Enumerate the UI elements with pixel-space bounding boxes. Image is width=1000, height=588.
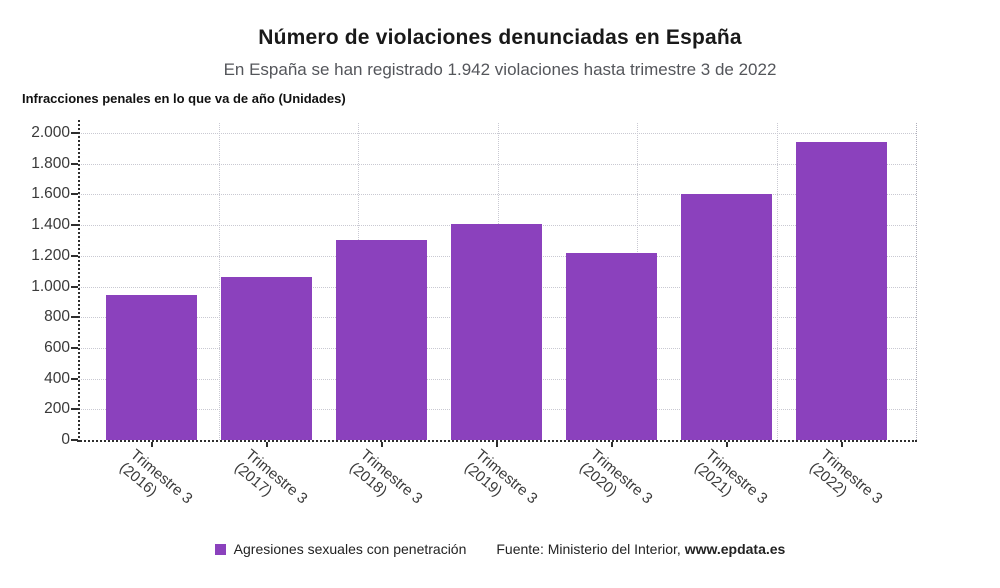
y-tick-mark [71,377,78,380]
y-tick-mark [71,346,78,349]
bar-trimestre-3-2016- [106,294,197,440]
chart-title: Número de violaciones denunciadas en Esp… [258,26,742,49]
y-tick-mark [71,316,78,319]
x-axis-label: Trimestre 3 (2022) [806,446,903,507]
x-axis-label-text: Trimestre 3 (2018) [345,446,426,508]
x-axis-label-text: Trimestre 3 (2020) [575,446,656,508]
x-tick-mark [150,442,153,447]
x-axis-label-text: Trimestre 3 (2019) [460,446,541,508]
x-gridline [218,123,220,440]
x-tick-mark [380,442,383,447]
x-axis-label: Trimestre 3 (2016) [116,446,213,507]
y-axis-tick-label: 1.800 [31,154,70,172]
bar-trimestre-3-2018- [336,240,427,440]
y-tick-mark [71,132,78,134]
x-tick-mark [265,442,268,447]
x-axis-label: Trimestre 3 (2019) [461,446,558,507]
x-tick-mark [725,442,728,447]
x-axis-label: Trimestre 3 (2021) [691,446,788,507]
chart-subtitle: En España se han registrado 1.942 violac… [223,60,777,79]
x-axis-label-text: Trimestre 3 (2022) [805,446,886,508]
y-axis-tick-label: 1.400 [31,216,70,234]
y-tick-mark [71,285,78,288]
source-prefix: Fuente: Ministerio del Interior, [496,541,685,557]
source-text: Fuente: Ministerio del Interior, www.epd… [496,541,785,557]
y-axis-units-label: Infracciones penales en lo que va de año… [22,91,346,106]
y-tick-mark [71,408,78,411]
y-axis-tick-label: 200 [44,400,70,418]
y-axis-tick-label: 400 [44,369,70,387]
x-axis-label-text: Trimestre 3 (2021) [690,446,771,508]
x-axis-label-text: Trimestre 3 (2017) [230,446,311,508]
x-tick-mark [610,442,613,447]
bar-trimestre-3-2019- [451,224,542,440]
y-axis-tick-label: 1.000 [31,277,70,295]
bar-trimestre-3-2022- [796,141,887,440]
y-axis-tick-label: 1.600 [31,185,70,203]
x-axis-label: Trimestre 3 (2018) [346,446,443,507]
y-axis-tick-label: 800 [44,308,70,326]
x-axis-label: Trimestre 3 (2020) [576,446,673,507]
bar-trimestre-3-2020- [566,252,657,440]
x-tick-mark [840,442,843,447]
y-axis-tick-label: 0 [61,431,70,448]
y-axis-tick-label: 1.200 [31,246,70,264]
x-gridline [916,123,917,440]
y-axis-line [78,120,80,442]
y-axis-tick-label: 2.000 [31,124,70,141]
x-axis-label: Trimestre 3 (2017) [231,446,328,507]
legend-series-label: Agresiones sexuales con penetración [233,541,467,557]
y-tick-mark [71,254,78,257]
x-tick-mark [495,442,498,447]
x-gridline [776,123,778,440]
source-site: www.epdata.es [684,541,786,557]
y-tick-mark [71,162,78,165]
bar-trimestre-3-2017- [221,277,312,440]
y-tick-mark [71,193,78,196]
x-axis-line [77,440,917,442]
y-tick-mark [71,439,78,441]
bar-trimestre-3-2021- [681,194,772,440]
legend: Agresiones sexuales con penetración Fuen… [0,541,1000,557]
y-axis-tick-label: 600 [44,338,70,356]
x-axis-label-text: Trimestre 3 (2016) [115,446,196,508]
y-tick-mark [71,224,78,227]
legend-swatch [214,543,226,555]
